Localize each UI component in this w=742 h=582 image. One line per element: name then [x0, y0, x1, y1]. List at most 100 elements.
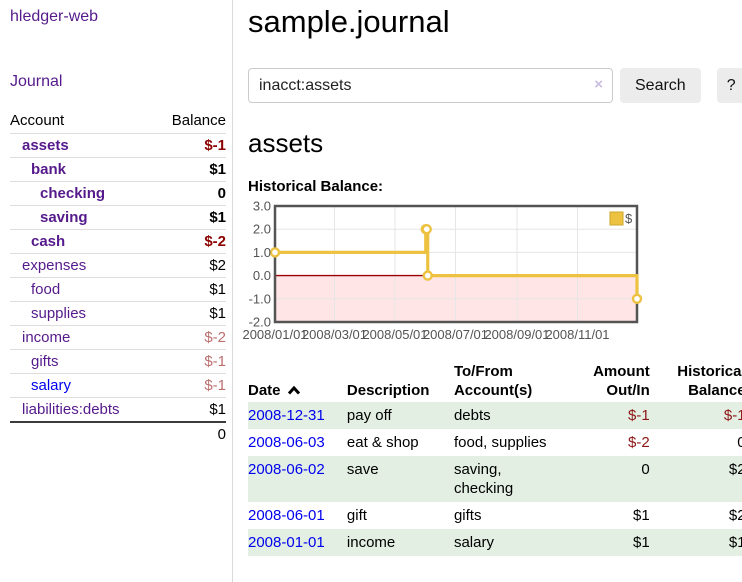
legend-swatch	[609, 211, 624, 226]
account-link[interactable]: saving	[40, 209, 88, 226]
transaction-accounts: debts	[453, 407, 491, 424]
transaction-balance: $2	[728, 461, 742, 478]
account-row: expenses $2	[10, 253, 226, 278]
account-link[interactable]: income	[22, 329, 71, 346]
account-link[interactable]: expenses	[22, 257, 87, 274]
account-balance: $1	[154, 157, 226, 182]
x-tick-label: 2008/03/01	[302, 327, 367, 342]
sidebar: hledger-web Journal Account Balance asse…	[0, 0, 233, 582]
transaction-date-link[interactable]: 2008-06-02	[248, 461, 325, 478]
data-point-marker	[269, 247, 281, 258]
sidebar-nav: Journal	[10, 73, 232, 91]
transaction-accounts: salary	[453, 534, 494, 551]
account-row: salary $-1	[10, 373, 226, 398]
account-balance: $-2	[154, 229, 226, 254]
account-balance: $-1	[154, 133, 226, 158]
account-heading: assets	[248, 128, 324, 158]
account-balance: $-1	[154, 373, 226, 398]
tofrom-column-header: To/From Account(s)	[453, 363, 533, 399]
account-row: income $-2	[10, 325, 226, 350]
account-link[interactable]: assets	[22, 137, 69, 154]
account-row: gifts $-1	[10, 349, 226, 374]
y-tick-label: 2.0	[253, 222, 271, 237]
account-row: bank $1	[10, 157, 226, 182]
x-tick-label: 2008/11/01	[545, 327, 609, 342]
y-tick-label: -2.0	[249, 315, 271, 330]
transaction-date-link[interactable]: 2008-06-03	[248, 434, 325, 451]
account-balance: $1	[154, 301, 226, 326]
transaction-balance: $2	[728, 507, 742, 524]
account-balance: 0	[154, 181, 226, 206]
main-content: sample.journal × Search ? assets Histori…	[233, 0, 742, 582]
page-title: sample.journal	[248, 4, 450, 39]
transaction-amount: $1	[633, 507, 650, 524]
account-balance: $1	[154, 397, 226, 422]
account-link[interactable]: bank	[31, 161, 67, 178]
accounts-table: Account Balance assets $-1 bank $1 checking 0…	[10, 109, 226, 446]
search-button[interactable]: Search	[620, 68, 701, 103]
account-row: supplies $1	[10, 301, 226, 326]
account-balance: $-2	[154, 325, 226, 350]
transaction-description: pay off	[346, 407, 392, 424]
clear-search-icon[interactable]: ×	[594, 76, 603, 93]
plot-border	[273, 204, 639, 324]
x-tick-label: 2008/09/01	[484, 327, 549, 342]
account-link[interactable]: cash	[31, 233, 66, 250]
transaction-description: income	[346, 534, 396, 551]
account-link[interactable]: salary	[31, 377, 72, 394]
x-tick-label: 2008/05/01	[362, 327, 427, 342]
transaction-balance: $1	[728, 534, 742, 551]
transaction-row: 2008-06-02 save saving, checking 0 $2	[248, 456, 742, 502]
transaction-row: 2008-06-03 eat & shop food, supplies $-2 0	[248, 429, 742, 456]
account-link[interactable]: supplies	[31, 305, 87, 322]
account-link[interactable]: liabilities:debts	[22, 401, 120, 418]
x-tick-label: 2008/07/01	[423, 327, 488, 342]
transaction-date-link[interactable]: 2008-01-01	[248, 534, 325, 551]
transaction-description: gift	[346, 507, 367, 524]
data-point-marker	[421, 224, 432, 235]
brand-link[interactable]: hledger-web	[10, 8, 99, 25]
search-input[interactable]	[248, 68, 613, 103]
transaction-accounts: gifts	[453, 507, 482, 524]
balance-column-header: Balance	[171, 112, 226, 129]
y-tick-label: -1.0	[249, 291, 271, 306]
data-point-marker	[422, 270, 433, 281]
account-balance: $1	[154, 277, 226, 302]
transaction-row: 2008-12-31 pay off debts $-1 $-1	[248, 402, 742, 429]
accounts-total-value: 0	[154, 421, 226, 446]
account-link[interactable]: food	[31, 281, 61, 298]
help-button[interactable]: ?	[716, 68, 742, 103]
transaction-description: eat & shop	[346, 434, 419, 451]
transaction-date-link[interactable]: 2008-12-31	[248, 407, 325, 424]
x-tick-label: 2008/01/01	[242, 327, 307, 342]
account-row: saving $1	[10, 205, 226, 230]
sort-asc-icon	[287, 385, 300, 395]
balance-column-header-main: Historical Balance	[677, 363, 742, 399]
account-balance: $-1	[154, 349, 226, 374]
transactions-table-header: Date Description To/From Account(s) Amou…	[248, 360, 742, 402]
transaction-amount: 0	[641, 461, 650, 478]
account-link[interactable]: gifts	[31, 353, 59, 370]
account-link[interactable]: checking	[40, 185, 106, 202]
description-column-header: Description	[346, 382, 430, 399]
transaction-amount: $-2	[628, 434, 650, 451]
transaction-amount: $-1	[628, 407, 650, 424]
account-row: assets $-1	[10, 133, 226, 158]
transaction-date-link[interactable]: 2008-06-01	[248, 507, 325, 524]
y-tick-label: 3.0	[253, 199, 271, 214]
date-column-header[interactable]: Date	[248, 360, 347, 402]
account-row: food $1	[10, 277, 226, 302]
y-tick-label: 1.0	[253, 245, 271, 260]
transaction-amount: $1	[633, 534, 650, 551]
data-point-marker	[631, 293, 643, 305]
transaction-balance: $-1	[723, 407, 742, 424]
transaction-description: save	[346, 461, 379, 478]
transaction-accounts: food, supplies	[453, 434, 547, 451]
sidebar-item-journal[interactable]: Journal	[10, 73, 63, 90]
brand: hledger-web	[10, 8, 232, 26]
account-column-header: Account	[10, 112, 65, 129]
account-row: cash $-2	[10, 229, 226, 254]
chart-title: Historical Balance:	[248, 178, 384, 195]
transaction-row: 2008-06-01 gift gifts $1 $2	[248, 502, 742, 529]
